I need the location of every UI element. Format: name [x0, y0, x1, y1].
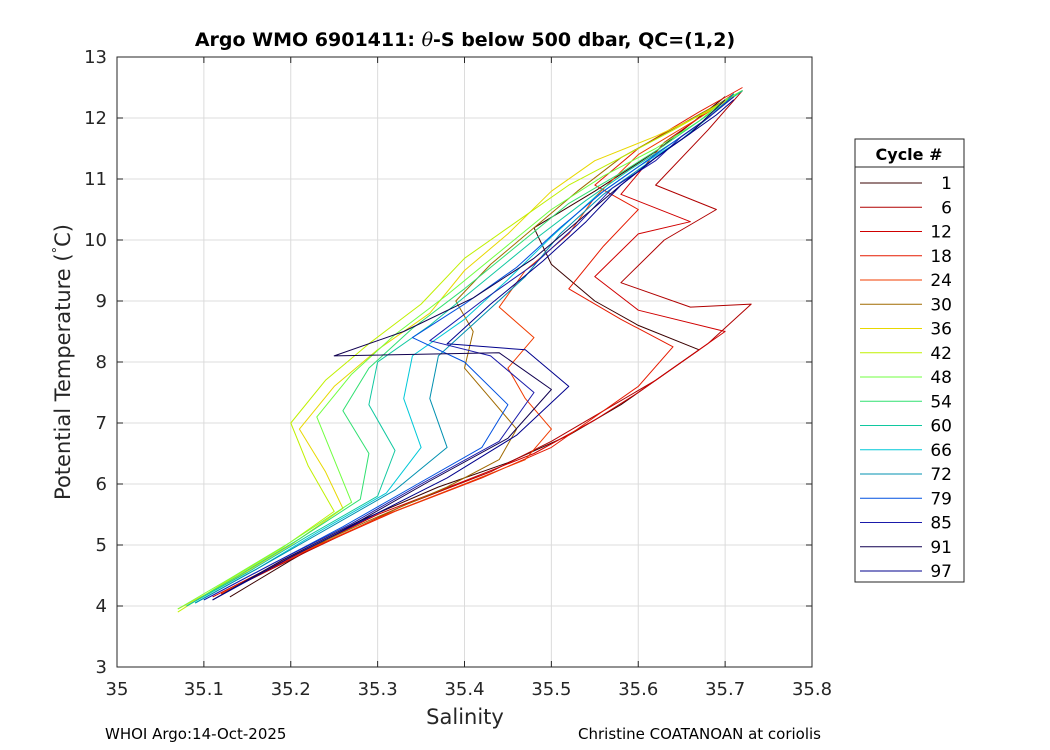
legend-item: 18	[860, 247, 952, 267]
legend-item: 1	[860, 174, 952, 194]
legend-label: 72	[930, 465, 952, 485]
y-tick-label: 7	[96, 413, 107, 434]
x-tick-label: 35.1	[184, 679, 224, 700]
legend-item: 54	[860, 392, 952, 412]
legend-item: 24	[860, 271, 952, 291]
series-line-cycle-54	[186, 90, 743, 607]
footer-credit: Christine COATANOAN at coriolis	[578, 725, 821, 743]
legend-label: 48	[930, 368, 952, 388]
y-tick-label: 6	[96, 474, 107, 495]
legend-item: 85	[860, 514, 952, 534]
legend-label: 66	[930, 441, 952, 461]
y-tick-label: 5	[96, 535, 107, 556]
legend-label: 79	[930, 489, 952, 509]
legend-label: 42	[930, 344, 952, 364]
series-line-cycle-6	[220, 90, 752, 595]
y-tick-label: 12	[84, 108, 107, 129]
y-tick-label: 4	[96, 596, 107, 617]
legend-label: 30	[930, 295, 952, 315]
legend: Cycle # 1 6 12 18 24 30 36 42 48 54 60 66 72 79 85 91 97	[854, 138, 965, 583]
legend-label: 85	[930, 514, 952, 534]
chart-title-part: Argo WMO 6901411:	[195, 29, 422, 51]
legend-label: 97	[930, 562, 952, 582]
y-tick-label: 9	[96, 291, 107, 312]
legend-item: 60	[860, 417, 952, 437]
legend-label: 12	[930, 223, 952, 243]
x-axis-ticks: 35 35.1 35.2 35.3 35.4 35.5 35.6 35.7 35.8	[106, 57, 832, 700]
legend-item: 48	[860, 368, 952, 388]
legend-item: 12	[860, 223, 952, 243]
y-tick-label: 3	[96, 657, 107, 678]
x-tick-label: 35.2	[271, 679, 311, 700]
y-axis-label-degree: °	[51, 247, 66, 254]
x-tick-label: 35.4	[444, 679, 484, 700]
y-tick-label: 13	[84, 47, 107, 68]
legend-items: 1 6 12 18 24 30 36 42 48 54 60 66 72 79 85 91 97	[860, 174, 952, 582]
legend-label: 54	[930, 392, 952, 412]
series-line-cycle-42	[177, 90, 743, 613]
y-axis-label-main: Potential Temperature (	[51, 253, 75, 500]
series-line-cycle-79	[203, 96, 735, 601]
x-axis-label: Salinity	[426, 705, 504, 729]
legend-item: 30	[860, 295, 952, 315]
y-tick-label: 11	[84, 169, 107, 190]
legend-label: 24	[930, 271, 952, 291]
legend-item: 6	[860, 198, 952, 218]
y-tick-label: 8	[96, 352, 107, 373]
footer-date: WHOI Argo:14-Oct-2025	[105, 725, 287, 743]
y-axis-label-unit: C)	[51, 224, 75, 247]
x-tick-label: 35	[106, 679, 129, 700]
legend-item: 79	[860, 489, 952, 509]
legend-item: 66	[860, 441, 952, 461]
legend-label: 60	[930, 417, 952, 437]
x-tick-label: 35.8	[792, 679, 832, 700]
legend-label: 18	[930, 247, 952, 267]
chart-title-theta: θ	[422, 29, 434, 51]
series-line-cycle-97	[212, 99, 735, 601]
legend-item: 42	[860, 344, 952, 364]
legend-title: Cycle #	[876, 145, 943, 164]
x-tick-label: 35.5	[531, 679, 571, 700]
x-tick-label: 35.7	[705, 679, 745, 700]
legend-label: 36	[930, 320, 952, 340]
legend-item: 36	[860, 320, 952, 340]
chart-title-part: -S below 500 dbar, QC=(1,2)	[433, 29, 735, 51]
series-line-cycle-30	[212, 90, 743, 601]
series-layer	[177, 87, 752, 613]
y-axis-label: Potential Temperature (°C)	[51, 224, 75, 500]
y-tick-label: 10	[84, 230, 107, 251]
legend-label: 6	[941, 198, 952, 218]
legend-box	[854, 138, 965, 583]
series-line-cycle-18	[220, 87, 743, 595]
legend-label: 1	[941, 174, 952, 194]
series-line-cycle-1	[229, 96, 726, 598]
series-line-cycle-36	[177, 90, 743, 610]
x-tick-label: 35.6	[618, 679, 658, 700]
legend-item: 72	[860, 465, 952, 485]
legend-item: 91	[860, 538, 952, 558]
chart-title: Argo WMO 6901411: θ-S below 500 dbar, QC…	[195, 29, 735, 51]
legend-item: 97	[860, 562, 952, 582]
series-line-cycle-48	[177, 90, 743, 610]
y-axis-ticks: 3 4 5 6 7 8 9 10 11 12 13	[84, 47, 812, 678]
x-tick-label: 35.3	[358, 679, 398, 700]
legend-label: 91	[930, 538, 952, 558]
